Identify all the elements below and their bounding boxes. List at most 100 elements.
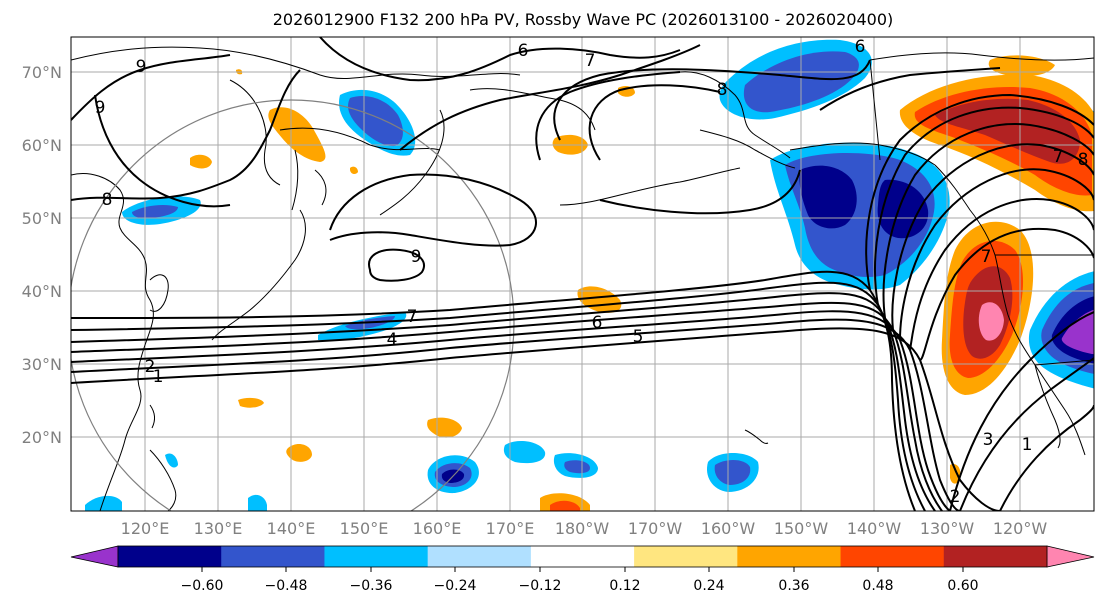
colorbar-segment bbox=[221, 546, 325, 567]
colorbar: −0.60 −0.48 −0.36 −0.24 −0.12 0.12 0.24 … bbox=[70, 545, 1095, 594]
pv-contour-ridge-5 bbox=[899, 168, 1094, 341]
colorbar-segment bbox=[634, 546, 738, 567]
lon-label: 130°W bbox=[920, 519, 975, 538]
longitude-labels: 120°E 130°E 140°E 150°E 160°E 170°E 180°… bbox=[121, 519, 1048, 538]
lat-label: 70°N bbox=[22, 63, 62, 82]
border-alaska-canada bbox=[869, 59, 881, 161]
colorbar-tick-label: −0.24 bbox=[434, 578, 477, 594]
lon-label: 170°E bbox=[486, 519, 535, 538]
pv-contour-9-west bbox=[71, 54, 231, 121]
coastline-korea bbox=[149, 274, 169, 312]
contour-labels: 6 7 8 9 8 9 1 2 7 4 6 5 7 2 3 1 6 8 9 7 bbox=[95, 37, 1089, 507]
contour-label: 9 bbox=[136, 57, 147, 77]
lat-label: 60°N bbox=[22, 136, 62, 155]
coastline-alaska-peninsula bbox=[699, 129, 796, 169]
colorbar-tick-label: −0.48 bbox=[265, 578, 308, 594]
graticule bbox=[71, 37, 1094, 511]
coastline-hawaii bbox=[744, 429, 769, 444]
pv-contour-7 bbox=[71, 270, 916, 511]
colorbar-segment bbox=[737, 546, 842, 567]
lat-label: 40°N bbox=[22, 282, 62, 301]
positive-anomaly-subtropics-3 bbox=[427, 417, 462, 438]
contour-label: 8 bbox=[717, 80, 728, 100]
lat-label: 20°N bbox=[22, 428, 62, 447]
pv-contour-ridge-7 bbox=[919, 227, 1094, 361]
colorbar-tick-label: −0.60 bbox=[181, 578, 224, 594]
colorbar-tick-label: 0.48 bbox=[862, 578, 893, 594]
pv-contour-2 bbox=[71, 318, 961, 511]
coastline-japan-north bbox=[314, 169, 327, 206]
contour-label: 6 bbox=[855, 37, 866, 57]
coastline-aleutians bbox=[559, 167, 741, 206]
positive-anomaly-subtropics-1 bbox=[238, 397, 264, 408]
pv-contour-3 bbox=[71, 310, 951, 511]
contour-label: 7 bbox=[407, 307, 418, 327]
negative-anomaly-sea-of-japan-core bbox=[132, 204, 178, 219]
lon-label: 170°W bbox=[628, 519, 683, 538]
lon-label: 150°E bbox=[340, 519, 389, 538]
colorbar-segment bbox=[118, 546, 222, 567]
lon-label: 130°E bbox=[194, 519, 243, 538]
negative-anomaly-gulf-of-alaska-core bbox=[799, 165, 857, 229]
lon-label: 120°E bbox=[121, 519, 170, 538]
pv-contour-east-1 bbox=[999, 404, 1094, 511]
pv-contour-alaska-arc bbox=[535, 71, 681, 161]
pv-contour-4 bbox=[71, 301, 943, 511]
colorbar-tick-label: 0.36 bbox=[778, 578, 809, 594]
positive-anomaly-baja bbox=[950, 464, 961, 484]
pv-contour-canada-8 bbox=[819, 67, 1001, 111]
pv-contour-7-top bbox=[399, 44, 701, 151]
pv-contours bbox=[71, 37, 1094, 511]
negative-anomaly-gulf-of-alaska-core2 bbox=[877, 179, 929, 239]
contour-label: 9 bbox=[95, 98, 106, 118]
lon-label: 150°W bbox=[774, 519, 829, 538]
negative-anomaly-taiwan bbox=[165, 453, 178, 468]
contour-label: 2 bbox=[145, 357, 156, 377]
negative-anomaly-luzon bbox=[248, 494, 267, 511]
border-us-mexico bbox=[1034, 359, 1094, 366]
contour-label: 6 bbox=[518, 41, 529, 61]
negative-anomaly-hawaii-core bbox=[714, 459, 751, 485]
pv-contour-9-west-2 bbox=[94, 94, 231, 208]
pv-contour-6 bbox=[71, 281, 926, 511]
positive-anomaly-kamchatka-west bbox=[268, 107, 326, 162]
pv-contour-5 bbox=[71, 292, 936, 511]
contour-label: 9 bbox=[411, 247, 422, 267]
positive-anomaly-okhotsk-small bbox=[350, 166, 358, 175]
lat-label: 50°N bbox=[22, 209, 62, 228]
pv-contour-ridge-3 bbox=[882, 123, 1094, 319]
lat-label: 30°N bbox=[22, 355, 62, 374]
contour-label: 1 bbox=[1022, 435, 1033, 455]
coastline-okhotsk-north bbox=[279, 127, 441, 151]
lon-label: 120°W bbox=[993, 519, 1048, 538]
colorbar-segment bbox=[324, 546, 429, 567]
coastline-canada-north bbox=[869, 52, 1094, 61]
chart-title: 2026012900 F132 200 hPa PV, Rossby Wave … bbox=[273, 10, 894, 29]
pv-contour-ridge-4 bbox=[891, 143, 1094, 331]
pv-contour-6-top bbox=[319, 37, 681, 82]
negative-anomaly-central-pacific-3-core bbox=[564, 460, 590, 474]
map-frame bbox=[70, 36, 1095, 512]
contour-label: 7 bbox=[981, 247, 992, 267]
colorbar-segment bbox=[840, 546, 945, 567]
colorbar-tick-label: 0.60 bbox=[947, 578, 978, 594]
positive-anomaly-west-coast-peak bbox=[978, 302, 1004, 341]
coastline-alaska-south bbox=[789, 142, 936, 166]
negative-anomaly-central-pacific-2 bbox=[503, 440, 546, 464]
contour-label: 2 bbox=[950, 487, 961, 507]
positive-anomaly-canada-core bbox=[935, 98, 1080, 164]
pv-contour-ridge-2 bbox=[874, 106, 1094, 306]
contour-label: 8 bbox=[102, 190, 113, 210]
negative-anomaly-philippine-sea bbox=[85, 495, 122, 511]
colorbar-tick-label: −0.12 bbox=[519, 578, 562, 594]
contour-label: 7 bbox=[585, 51, 596, 71]
colorbar-tick-label: 0.24 bbox=[693, 578, 724, 594]
coastline-taiwan bbox=[149, 404, 155, 429]
contour-label: 7 bbox=[1053, 147, 1064, 167]
negative-anomaly-okhotsk-core bbox=[348, 95, 403, 147]
contour-label: 8 bbox=[1078, 150, 1089, 170]
lon-label: 160°W bbox=[701, 519, 756, 538]
lon-label: 140°W bbox=[847, 519, 902, 538]
